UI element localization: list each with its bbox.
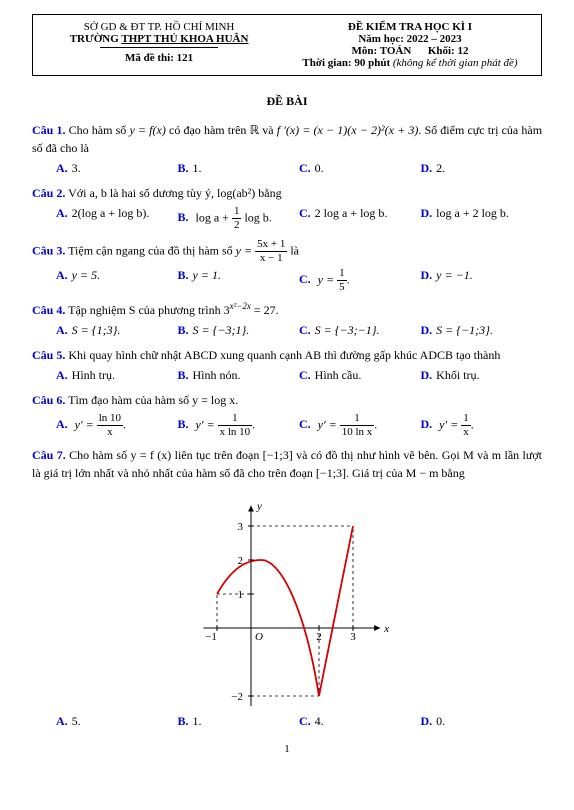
exam-code: Mã đề thi: 121: [41, 52, 277, 64]
q1-eq2: f ′(x) = (x − 1)(x − 2)²(x + 3): [277, 123, 419, 137]
question-3: Câu 3. Tiệm cận ngang của đồ thị hàm số …: [32, 239, 542, 264]
q3-B: B.y = 1.: [178, 268, 300, 293]
q2-ta: Với a, b là hai số dương tùy ý, log(ab²)…: [68, 186, 281, 200]
q4-A: A.S = {1;3}.: [56, 323, 178, 338]
q6-ta: Tìm đạo hàm của hàm số y = log x.: [68, 393, 238, 407]
exam-title: ĐỀ KIỂM TRA HỌC KÌ I: [287, 21, 533, 33]
q3-C: C. y = 15.: [299, 268, 421, 293]
question-1: Câu 1. Cho hàm số y = f(x) có đạo hàm tr…: [32, 121, 542, 157]
graph-container: x y O −1 2 3 1 2 3 −2: [32, 486, 542, 710]
q6-label: Câu 6.: [32, 393, 65, 407]
q1-ta: Cho hàm số: [69, 123, 130, 137]
q6-B: B. y′ = 1x ln 10.: [178, 413, 300, 438]
q5-A: A.Hình trụ.: [56, 368, 178, 383]
svg-text:1: 1: [238, 589, 244, 601]
divider: [100, 47, 218, 48]
q2-B: B. log a + 12 log b.: [178, 206, 300, 231]
q5-D: D.Khối trụ.: [421, 368, 543, 383]
question-7: Câu 7. Cho hàm số y = f (x) liên tục trê…: [32, 446, 542, 482]
q6-D: D. y′ = 1x.: [421, 413, 543, 438]
q3-ta: Tiệm cận ngang của đồ thị hàm số: [68, 243, 236, 257]
question-5: Câu 5. Khi quay hình chữ nhật ABCD xung …: [32, 346, 542, 364]
q5-B: B.Hình nón.: [178, 368, 300, 383]
q2-options: A.2(log a + log b). B. log a + 12 log b.…: [56, 206, 542, 231]
q4-C: C.S = {−3;−1}.: [299, 323, 421, 338]
q1-A: A.3.: [56, 161, 178, 176]
main-title: ĐỀ BÀI: [32, 94, 542, 109]
q4-options: A.S = {1;3}. B.S = {−3;1}. C.S = {−3;−1}…: [56, 323, 542, 338]
grade: Khối: 12: [428, 45, 469, 57]
q3-label: Câu 3.: [32, 243, 65, 257]
q7-C: C.4.: [299, 714, 421, 729]
department: SỞ GD & ĐT TP. HỒ CHÍ MINH: [41, 21, 277, 33]
q3-eqpre: y =: [236, 243, 255, 257]
q1-tb: có đạo hàm trên: [166, 123, 250, 137]
q4-ta: Tập nghiệm S của phương trình: [68, 303, 224, 317]
q6-C: C. y′ = 110 ln x.: [299, 413, 421, 438]
q5-ta: Khi quay hình chữ nhật ABCD xung quanh c…: [68, 348, 500, 362]
svg-text:3: 3: [350, 631, 356, 643]
q6-options: A. y′ = ln 10x. B. y′ = 1x ln 10. C. y′ …: [56, 413, 542, 438]
svg-text:2: 2: [238, 555, 244, 567]
q7-A: A.5.: [56, 714, 178, 729]
question-2: Câu 2. Với a, b là hai số dương tùy ý, l…: [32, 184, 542, 202]
svg-text:y: y: [256, 501, 262, 513]
q4-label: Câu 4.: [32, 303, 65, 317]
q1-eq1: y = f(x): [129, 123, 165, 137]
question-4: Câu 4. Tập nghiệm S của phương trình 3x²…: [32, 301, 542, 319]
q3-tb: là: [287, 243, 299, 257]
subject: Môn: TOÁN: [352, 45, 412, 57]
page-number: 1: [32, 743, 542, 755]
q1-set: ℝ: [250, 123, 260, 137]
page: SỞ GD & ĐT TP. HỒ CHÍ MINH TRƯỜNG THPT T…: [0, 0, 574, 763]
q7-ta: Cho hàm số y = f (x) liên tục trên đoạn …: [32, 448, 542, 480]
q3-frac: 5x + 1x − 1: [255, 239, 287, 264]
q7-B: B.1.: [178, 714, 300, 729]
svg-text:−1: −1: [205, 631, 217, 643]
year: Năm học: 2022 – 2023: [287, 33, 533, 45]
svg-text:−2: −2: [231, 691, 243, 703]
q4-B: B.S = {−3;1}.: [178, 323, 300, 338]
question-6: Câu 6. Tìm đạo hàm của hàm số y = log x.: [32, 391, 542, 409]
svg-text:2: 2: [316, 631, 322, 643]
header-right: ĐỀ KIỂM TRA HỌC KÌ I Năm học: 2022 – 202…: [287, 21, 533, 69]
q3-D: D.y = −1.: [421, 268, 543, 293]
svg-text:3: 3: [238, 521, 244, 533]
q1-B: B.1.: [178, 161, 300, 176]
q5-C: C.Hình cầu.: [299, 368, 421, 383]
q1-options: A.3. B.1. C.0. D.2.: [56, 161, 542, 176]
school-prefix: TRƯỜNG: [70, 33, 122, 45]
q1-label: Câu 1.: [32, 123, 66, 137]
exam-header: SỞ GD & ĐT TP. HỒ CHÍ MINH TRƯỜNG THPT T…: [32, 14, 542, 76]
q6-A: A. y′ = ln 10x.: [56, 413, 178, 438]
q3-options: A.y = 5. B.y = 1. C. y = 15. D.y = −1.: [56, 268, 542, 293]
school-name: TRƯỜNG THPT THỦ KHOA HUÂN: [41, 33, 277, 45]
q1-C: C.0.: [299, 161, 421, 176]
q3-A: A.y = 5.: [56, 268, 178, 293]
school-underline: THPT THỦ KHOA HUÂN: [121, 33, 248, 45]
q2-D: D.log a + 2 log b.: [421, 206, 543, 231]
header-left: SỞ GD & ĐT TP. HỒ CHÍ MINH TRƯỜNG THPT T…: [41, 21, 277, 69]
q7-D: D.0.: [421, 714, 543, 729]
function-graph: x y O −1 2 3 1 2 3 −2: [177, 486, 397, 706]
q5-label: Câu 5.: [32, 348, 65, 362]
q7-label: Câu 7.: [32, 448, 66, 462]
q4-eqb: = 27.: [251, 303, 279, 317]
duration: Thời gian: 90 phút (không kể thời gian p…: [287, 57, 533, 69]
svg-text:x: x: [383, 623, 389, 635]
q7-options: A.5. B.1. C.4. D.0.: [56, 714, 542, 729]
subject-row: Môn: TOÁN Khối: 12: [287, 45, 533, 57]
q4-D: D.S = {−1;3}.: [421, 323, 543, 338]
q1-tc: và: [259, 123, 277, 137]
q5-options: A.Hình trụ. B.Hình nón. C.Hình cầu. D.Kh…: [56, 368, 542, 383]
q2-label: Câu 2.: [32, 186, 65, 200]
q2-C: C.2 log a + log b.: [299, 206, 421, 231]
q4-exp: x²−2x: [230, 301, 251, 311]
q2-A: A.2(log a + log b).: [56, 206, 178, 231]
q1-D: D.2.: [421, 161, 543, 176]
svg-text:O: O: [255, 631, 263, 643]
